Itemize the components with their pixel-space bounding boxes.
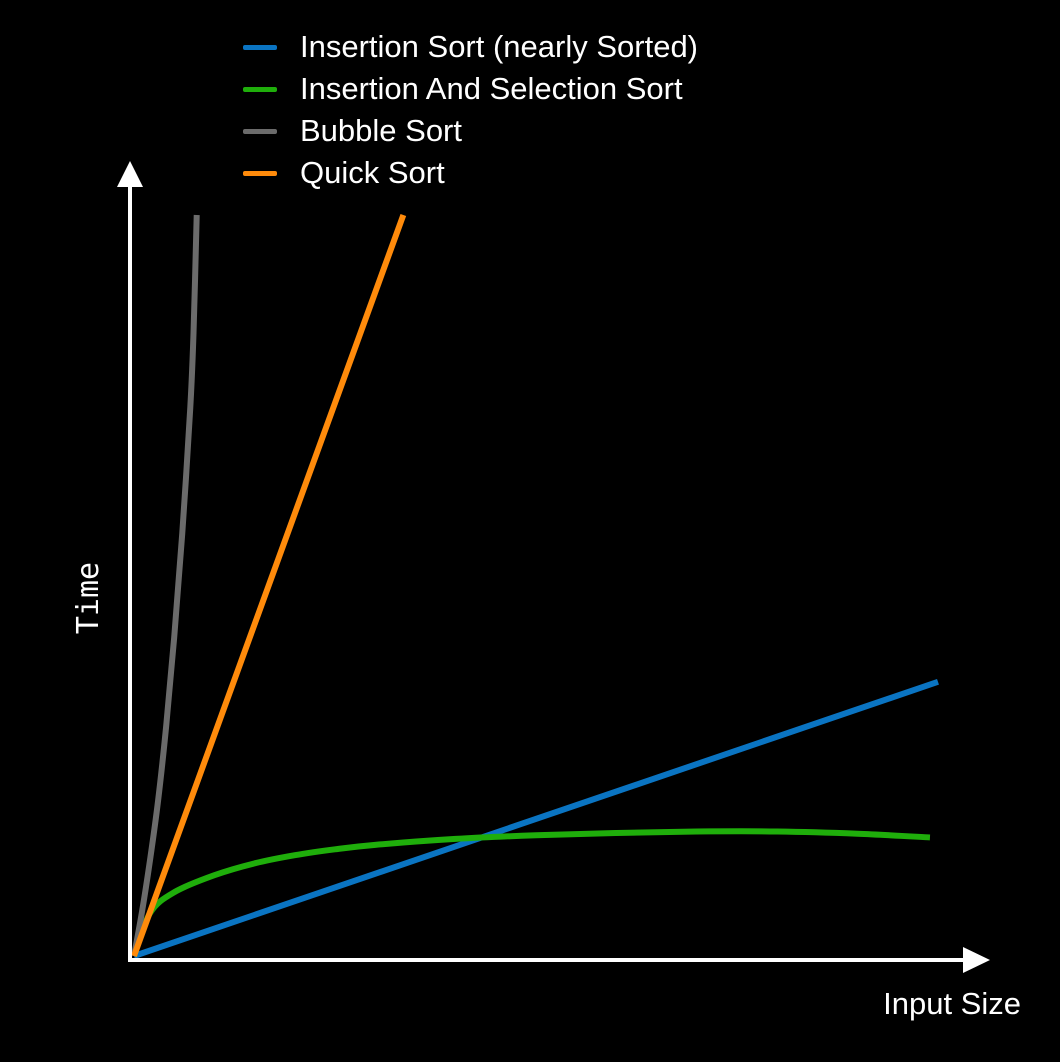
series-line-insertion-sort-nearly-sorted [133,678,939,959]
legend-item-bubble-sort: Bubble Sort [243,110,698,152]
legend-label: Insertion Sort (nearly Sorted) [300,29,699,64]
legend-label: Quick Sort [300,155,445,190]
series-line-quick-sort [131,213,407,958]
series-line-bubble-sort [131,214,200,957]
legend-swatch [243,86,277,92]
legend-swatch [243,128,277,134]
x-axis-arrow-icon [963,947,990,973]
legend-item-insertion-and-selection-sort: Insertion And Selection Sort [243,68,698,110]
y-axis-arrow-icon [117,161,143,187]
legend-swatch [243,44,277,50]
series-line-insertion-and-selection-sort [131,828,931,958]
legend-label: Bubble Sort [300,113,462,148]
legend-label: Insertion And Selection Sort [300,71,683,106]
series-layer [131,213,939,959]
legend: Insertion Sort (nearly Sorted) Insertion … [243,26,698,194]
y-axis-title: Time [71,562,106,634]
legend-item-quick-sort: Quick Sort [243,152,698,194]
axes-layer [117,161,990,973]
legend-item-insertion-sort-nearly-sorted: Insertion Sort (nearly Sorted) [243,26,698,68]
legend-swatch [243,170,277,176]
x-axis-title: Input Size [883,986,1021,1021]
